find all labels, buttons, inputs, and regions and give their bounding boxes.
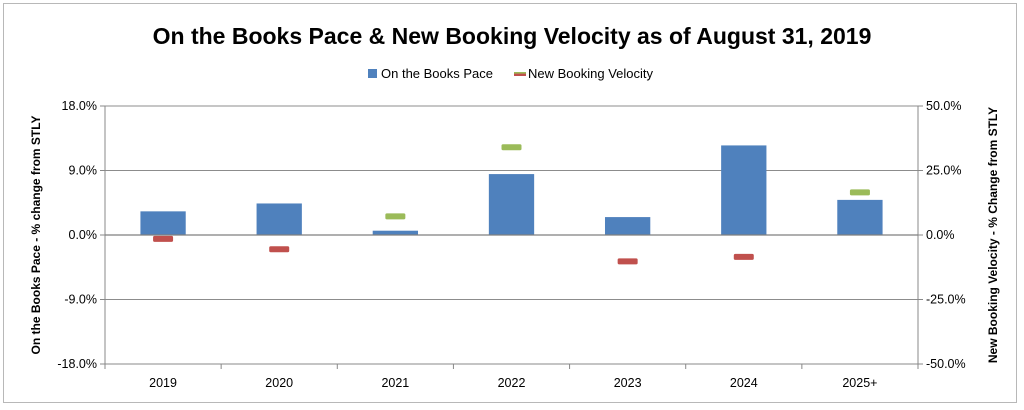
legend-label-new-booking-velocity: New Booking Velocity bbox=[528, 66, 654, 81]
x-tick-label: 2024 bbox=[730, 376, 758, 390]
left-tick-label: -9.0% bbox=[64, 293, 97, 307]
x-tick-label: 2022 bbox=[498, 376, 526, 390]
marker-new-booking-velocity bbox=[501, 144, 522, 151]
left-axis-title: On the Books Pace - % change from STLY bbox=[29, 116, 43, 355]
x-tick-label: 2020 bbox=[265, 376, 293, 390]
x-tick-label: 2025+ bbox=[842, 376, 877, 390]
bar-on-the-books-pace bbox=[488, 174, 535, 235]
legend-label-on-the-books-pace: On the Books Pace bbox=[381, 66, 493, 81]
bar-on-the-books-pace bbox=[604, 217, 651, 235]
right-axis-title: New Booking Velocity - % Change from STL… bbox=[986, 107, 1000, 363]
left-tick-label: 0.0% bbox=[69, 228, 98, 242]
left-tick-label: 18.0% bbox=[62, 99, 97, 113]
x-tick-label: 2023 bbox=[614, 376, 642, 390]
bar-on-the-books-pace bbox=[372, 230, 419, 235]
x-tick-label: 2021 bbox=[381, 376, 409, 390]
bar-on-the-books-pace bbox=[837, 199, 883, 235]
right-tick-label: -25.0% bbox=[926, 293, 966, 307]
right-tick-label: 50.0% bbox=[926, 99, 961, 113]
right-tick-label: 0.0% bbox=[926, 228, 955, 242]
right-tick-label: -50.0% bbox=[926, 357, 966, 371]
marker-new-booking-velocity bbox=[269, 246, 290, 253]
left-tick-label: 9.0% bbox=[69, 164, 98, 178]
legend-swatch-new-booking-velocity bbox=[514, 72, 526, 76]
x-tick-label: 2019 bbox=[149, 376, 177, 390]
bar-on-the-books-pace bbox=[140, 211, 186, 235]
marker-new-booking-velocity bbox=[849, 189, 870, 196]
right-tick-label: 25.0% bbox=[926, 164, 961, 178]
legend-swatch-new-booking-velocity-accent bbox=[514, 72, 526, 74]
marker-new-booking-velocity bbox=[733, 253, 754, 260]
marker-new-booking-velocity bbox=[385, 213, 406, 220]
marker-new-booking-velocity bbox=[153, 235, 174, 242]
legend-swatch-on-the-books-pace bbox=[368, 69, 377, 78]
marker-new-booking-velocity bbox=[617, 258, 638, 265]
left-tick-label: -18.0% bbox=[57, 357, 97, 371]
bar-on-the-books-pace bbox=[256, 203, 302, 235]
chart-title: On the Books Pace & New Booking Velocity… bbox=[153, 23, 872, 49]
bar-on-the-books-pace bbox=[721, 145, 767, 235]
legend: On the Books Pace New Booking Velocity bbox=[368, 66, 654, 81]
